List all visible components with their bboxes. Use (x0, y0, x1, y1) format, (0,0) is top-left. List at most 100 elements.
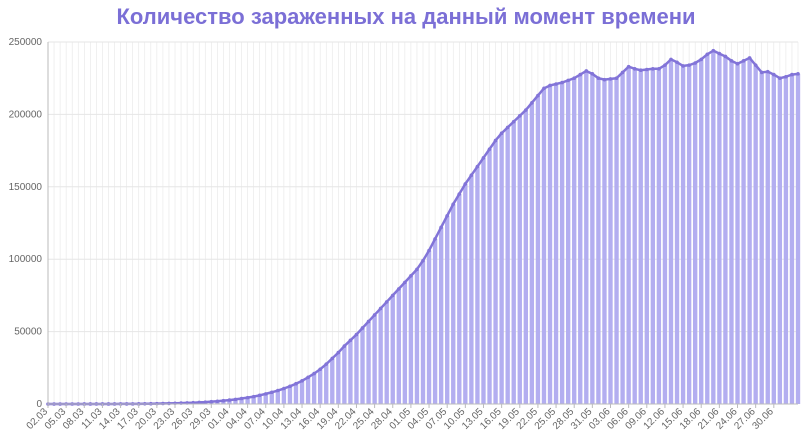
bar (699, 59, 704, 404)
bar (318, 369, 323, 404)
bar (553, 83, 559, 404)
bar (251, 396, 256, 404)
bar (463, 183, 468, 404)
bar (578, 74, 583, 404)
data-point (548, 83, 552, 88)
data-point (415, 267, 419, 272)
bar (759, 72, 764, 405)
data-point (602, 77, 607, 82)
bar (717, 53, 722, 405)
bar (475, 166, 480, 404)
data-point (336, 350, 341, 355)
bar (372, 314, 377, 404)
data-point (300, 379, 304, 383)
bar (741, 60, 746, 404)
data-point (354, 332, 359, 337)
bar (263, 393, 268, 404)
data-point (403, 280, 407, 285)
bar (481, 157, 486, 404)
data-point (348, 338, 353, 343)
data-point (687, 63, 691, 67)
y-tick-label: 200000 (9, 109, 43, 120)
y-tick-label: 150000 (9, 182, 43, 193)
data-point (790, 72, 794, 77)
bar (680, 65, 686, 404)
bar (445, 215, 450, 404)
bar (451, 204, 456, 404)
data-point (469, 173, 474, 178)
bar (572, 78, 577, 404)
data-point (705, 52, 710, 57)
y-tick-label: 50000 (14, 327, 42, 338)
data-point (693, 61, 697, 65)
bar (366, 321, 371, 404)
data-point (209, 399, 214, 404)
data-point (451, 202, 456, 206)
bar (693, 62, 698, 404)
bar (614, 78, 619, 404)
bar (305, 377, 311, 404)
bar (608, 78, 613, 404)
data-point (294, 381, 298, 386)
bar (705, 54, 710, 405)
bar (559, 82, 565, 404)
data-point (524, 108, 528, 112)
data-point (167, 401, 171, 406)
data-point (663, 63, 667, 67)
bar (729, 60, 734, 404)
bar (620, 72, 625, 405)
bar (596, 78, 601, 404)
data-point (360, 326, 365, 330)
data-point (590, 72, 595, 76)
bar (348, 340, 353, 404)
data-point (378, 306, 383, 311)
data-point (699, 57, 704, 62)
bar (390, 295, 395, 404)
bar (239, 398, 244, 404)
data-point (632, 66, 637, 71)
bar (354, 334, 359, 404)
data-point (203, 400, 208, 404)
bar (541, 88, 547, 404)
data-point (288, 384, 292, 389)
data-point (723, 54, 728, 59)
bar (529, 102, 535, 404)
data-point (433, 237, 437, 241)
bar (765, 71, 770, 405)
data-point (269, 390, 274, 395)
data-point (741, 59, 746, 63)
bar (336, 352, 341, 404)
data-point (390, 293, 395, 298)
bar (584, 70, 589, 405)
data-point (681, 64, 685, 68)
data-point (324, 362, 329, 366)
bar (753, 65, 758, 404)
bar (626, 66, 631, 404)
bar (499, 133, 504, 404)
bar (777, 78, 783, 404)
bar (402, 282, 408, 404)
data-point (397, 287, 401, 291)
data-point (251, 394, 256, 399)
data-point (584, 69, 589, 73)
data-point (560, 80, 564, 85)
data-point (439, 225, 443, 230)
data-point (233, 397, 238, 402)
data-point (778, 76, 782, 80)
data-point (517, 114, 522, 118)
bar (245, 397, 250, 404)
bar (783, 76, 789, 404)
y-tick-label: 0 (36, 399, 42, 410)
bar (662, 65, 668, 404)
bar (414, 269, 420, 404)
bar (771, 74, 776, 404)
data-point (566, 78, 570, 83)
bar (227, 400, 232, 404)
data-point (227, 398, 232, 402)
data-point (657, 66, 661, 71)
data-point (221, 398, 226, 403)
bar (457, 194, 462, 404)
data-point (481, 156, 486, 160)
bar (293, 383, 299, 404)
